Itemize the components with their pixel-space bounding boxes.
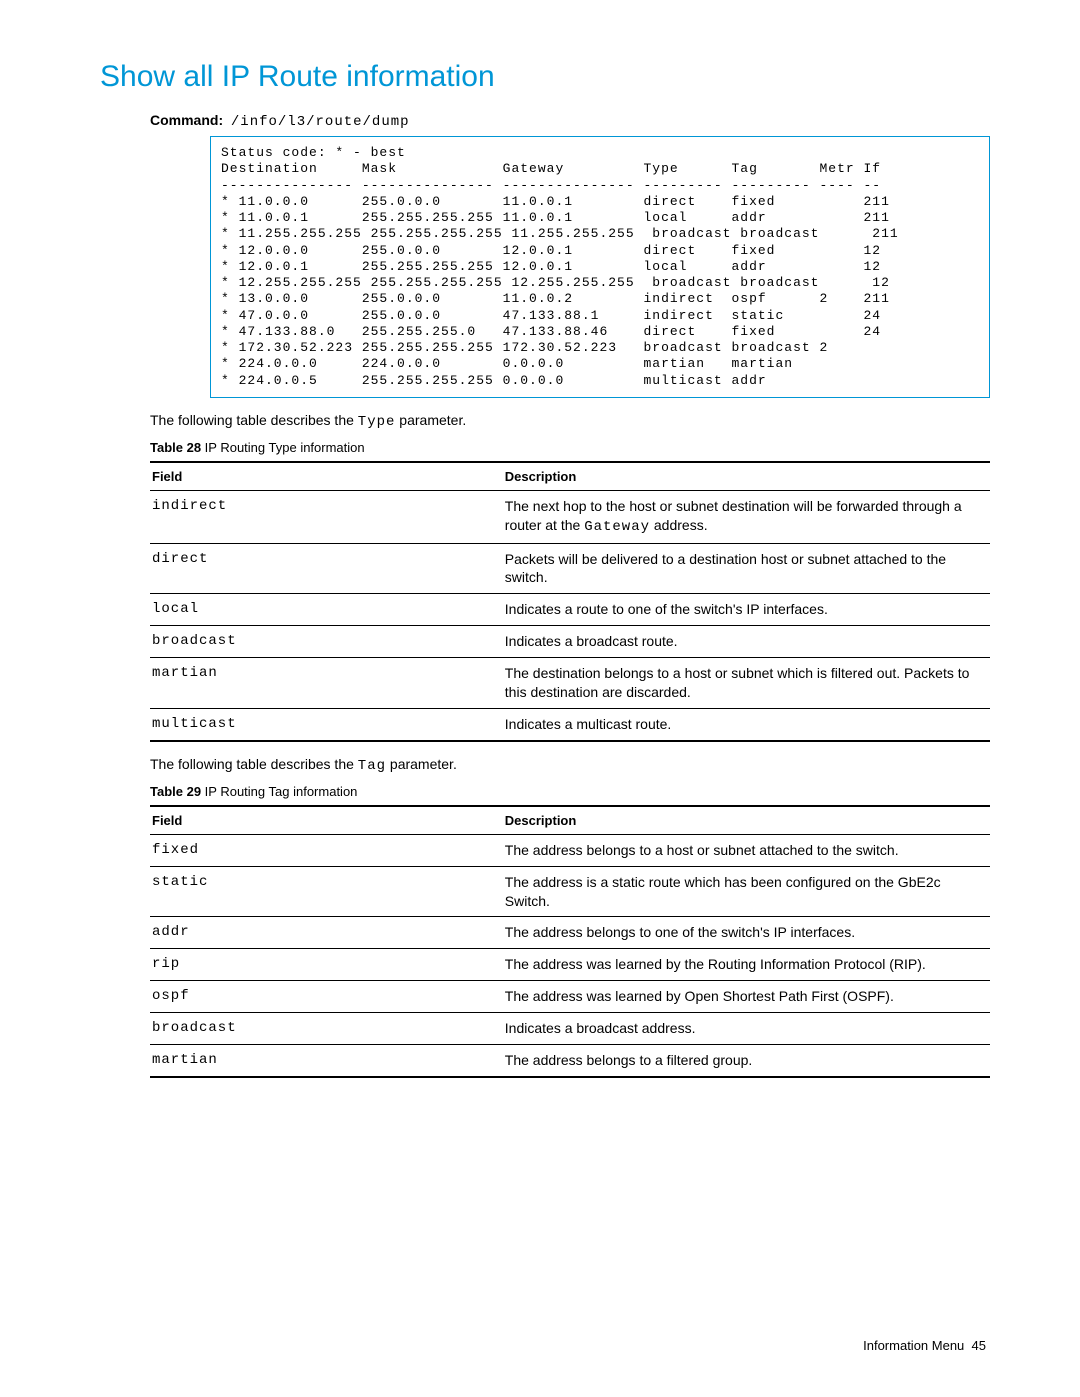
page-footer: Information Menu 45 — [100, 1338, 990, 1353]
table-row: localIndicates a route to one of the swi… — [150, 594, 990, 626]
table29-caption: Table 29 IP Routing Tag information — [150, 784, 990, 799]
field-cell: addr — [150, 917, 503, 949]
type-table: Field Description indirectThe next hop t… — [150, 461, 990, 742]
field-cell: martian — [150, 658, 503, 709]
description-cell: Indicates a broadcast route. — [503, 626, 990, 658]
field-cell: multicast — [150, 708, 503, 740]
table-row: indirectThe next hop to the host or subn… — [150, 490, 990, 543]
field-cell: broadcast — [150, 626, 503, 658]
description-cell: The next hop to the host or subnet desti… — [503, 490, 990, 543]
table-row: broadcastIndicates a broadcast route. — [150, 626, 990, 658]
description-cell: Packets will be delivered to a destinati… — [503, 543, 990, 594]
table-row: martianThe destination belongs to a host… — [150, 658, 990, 709]
description-cell: The destination belongs to a host or sub… — [503, 658, 990, 709]
tag-table: Field Description fixedThe address belon… — [150, 805, 990, 1078]
command-line: Command: /info/l3/route/dump — [150, 112, 990, 130]
tag-intro: The following table describes the Tag pa… — [150, 756, 990, 774]
field-cell: local — [150, 594, 503, 626]
field-cell: fixed — [150, 834, 503, 866]
description-cell: Indicates a route to one of the switch's… — [503, 594, 990, 626]
terminal-output: Status code: * - best Destination Mask G… — [210, 136, 990, 398]
description-cell: The address belongs to a filtered group. — [503, 1045, 990, 1077]
page-title: Show all IP Route information — [100, 60, 990, 94]
description-cell: The address belongs to a host or subnet … — [503, 834, 990, 866]
col-field: Field — [150, 806, 503, 835]
command-label: Command: — [150, 112, 223, 128]
description-cell: The address was learned by the Routing I… — [503, 949, 990, 981]
field-cell: broadcast — [150, 1013, 503, 1045]
col-field: Field — [150, 462, 503, 491]
col-description: Description — [503, 806, 990, 835]
field-cell: ospf — [150, 981, 503, 1013]
description-cell: Indicates a multicast route. — [503, 708, 990, 740]
table28-caption: Table 28 IP Routing Type information — [150, 440, 990, 455]
table-row: broadcastIndicates a broadcast address. — [150, 1013, 990, 1045]
field-cell: rip — [150, 949, 503, 981]
field-cell: indirect — [150, 490, 503, 543]
table-row: staticThe address is a static route whic… — [150, 866, 990, 917]
table-row: addrThe address belongs to one of the sw… — [150, 917, 990, 949]
type-intro: The following table describes the Type p… — [150, 412, 990, 430]
field-cell: static — [150, 866, 503, 917]
table-row: fixedThe address belongs to a host or su… — [150, 834, 990, 866]
field-cell: direct — [150, 543, 503, 594]
description-cell: The address is a static route which has … — [503, 866, 990, 917]
field-cell: martian — [150, 1045, 503, 1077]
description-cell: The address belongs to one of the switch… — [503, 917, 990, 949]
col-description: Description — [503, 462, 990, 491]
table-row: ospfThe address was learned by Open Shor… — [150, 981, 990, 1013]
table-row: ripThe address was learned by the Routin… — [150, 949, 990, 981]
description-cell: Indicates a broadcast address. — [503, 1013, 990, 1045]
table-row: directPackets will be delivered to a des… — [150, 543, 990, 594]
table-row: martianThe address belongs to a filtered… — [150, 1045, 990, 1077]
description-cell: The address was learned by Open Shortest… — [503, 981, 990, 1013]
table-row: multicastIndicates a multicast route. — [150, 708, 990, 740]
command-value: /info/l3/route/dump — [231, 114, 410, 130]
